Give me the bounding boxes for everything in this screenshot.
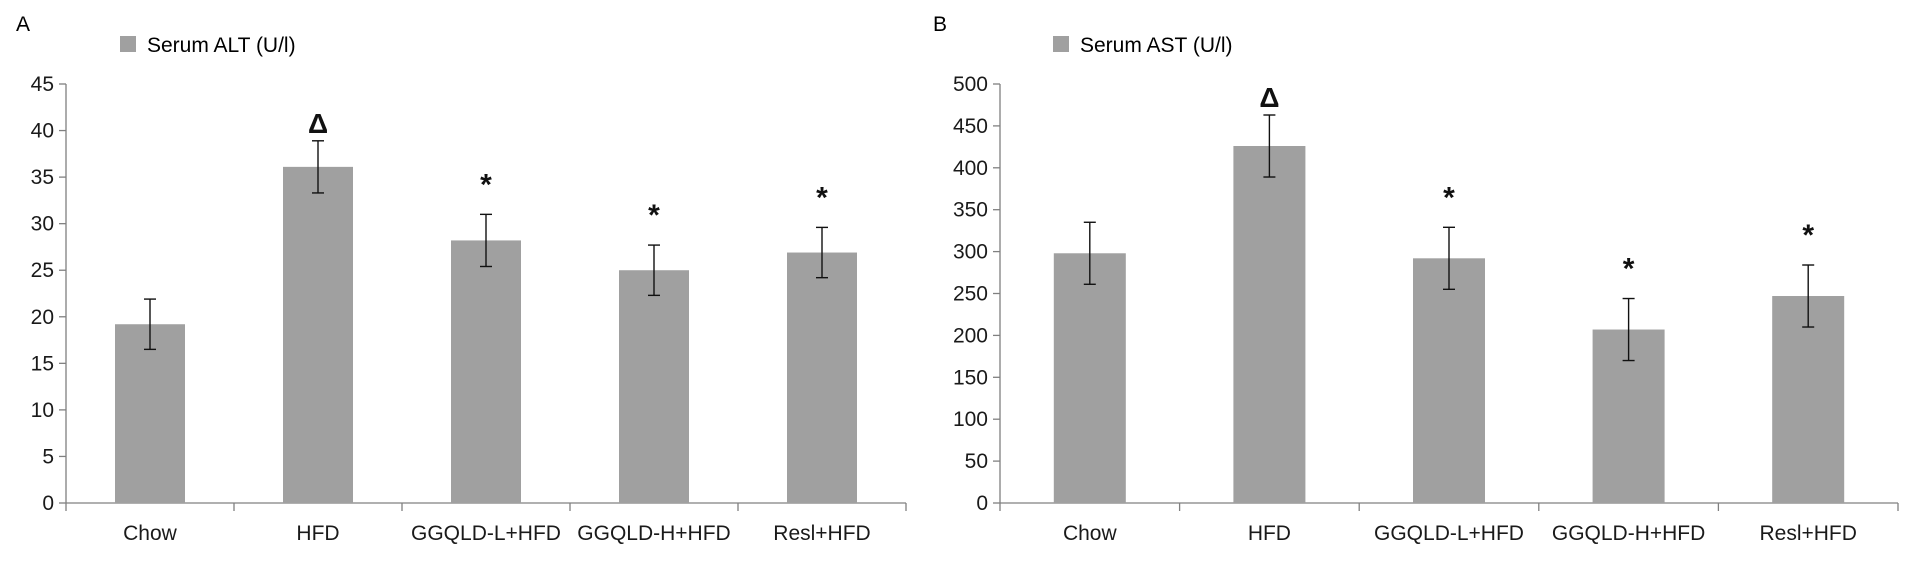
y-tick-label: 20 <box>31 306 54 329</box>
bar <box>283 166 353 503</box>
x-tick-label: GGQLD-L+HFD <box>411 522 561 545</box>
legend-swatch <box>120 36 136 52</box>
bar <box>115 324 185 503</box>
x-tick-label: GGQLD-H+HFD <box>577 522 730 545</box>
significance-marker-delta: Δ <box>308 108 328 139</box>
y-tick-label: 15 <box>31 352 54 375</box>
y-tick-label: 250 <box>953 283 988 306</box>
panel-b: B Serum AST (U/l) 0 50 100 150 200 250 300 350 4… <box>933 13 1899 545</box>
significance-marker-asterisk: * <box>648 199 660 232</box>
y-tick-label: 450 <box>953 115 988 138</box>
bar <box>619 270 689 503</box>
bar <box>787 252 857 503</box>
panel-a: A Serum ALT (U/l) 0 5 10 15 20 25 30 35 40 45 Chow… <box>16 13 907 545</box>
significance-marker-asterisk: * <box>1623 253 1635 286</box>
x-tick-label: GGQLD-L+HFD <box>1374 522 1524 545</box>
y-tick-label: 100 <box>953 408 988 431</box>
x-tick-label: HFD <box>296 522 339 545</box>
x-tick-label: Chow <box>1063 522 1118 545</box>
bar <box>1053 253 1126 503</box>
y-tick-label: 25 <box>31 259 54 282</box>
bar <box>1233 146 1306 503</box>
y-tick-label: 40 <box>31 120 54 143</box>
significance-marker-asterisk: * <box>480 168 492 201</box>
significance-marker-asterisk: * <box>1802 219 1814 252</box>
y-tick-label: 45 <box>31 73 54 96</box>
legend-swatch <box>1053 36 1069 52</box>
panel-label: A <box>16 13 30 36</box>
y-tick-label: 0 <box>42 492 54 515</box>
plot-area: 0 5 10 15 20 25 30 35 40 45 Chow Δ HFD * GGQLD-L+HFD * G… <box>31 73 907 545</box>
x-tick-label: Resl+HFD <box>1759 522 1856 545</box>
legend-label: Serum AST (U/l) <box>1080 34 1232 57</box>
y-tick-label: 30 <box>31 213 54 236</box>
y-tick-label: 300 <box>953 241 988 264</box>
bar <box>1413 258 1485 503</box>
plot-area: 0 50 100 150 200 250 300 350 400 450 500 Chow Δ HFD * G… <box>953 73 1899 545</box>
y-tick-label: 400 <box>953 157 988 180</box>
panel-label: B <box>933 13 947 36</box>
y-tick-label: 50 <box>965 450 988 473</box>
y-tick-label: 150 <box>953 366 988 389</box>
bar <box>451 240 521 503</box>
y-tick-label: 35 <box>31 166 54 189</box>
x-tick-label: GGQLD-H+HFD <box>1552 522 1705 545</box>
x-tick-label: Chow <box>123 522 178 545</box>
significance-marker-delta: Δ <box>1259 82 1279 113</box>
bar <box>1772 296 1845 503</box>
y-tick-label: 500 <box>953 73 988 96</box>
x-tick-label: Resl+HFD <box>773 522 870 545</box>
y-tick-label: 5 <box>42 445 54 468</box>
x-tick-label: HFD <box>1248 522 1291 545</box>
y-tick-label: 10 <box>31 399 54 422</box>
legend-label: Serum ALT (U/l) <box>147 34 296 57</box>
y-tick-label: 0 <box>976 492 988 515</box>
significance-marker-asterisk: * <box>1443 181 1455 214</box>
y-tick-label: 200 <box>953 324 988 347</box>
significance-marker-asterisk: * <box>816 181 828 214</box>
y-tick-label: 350 <box>953 199 988 222</box>
